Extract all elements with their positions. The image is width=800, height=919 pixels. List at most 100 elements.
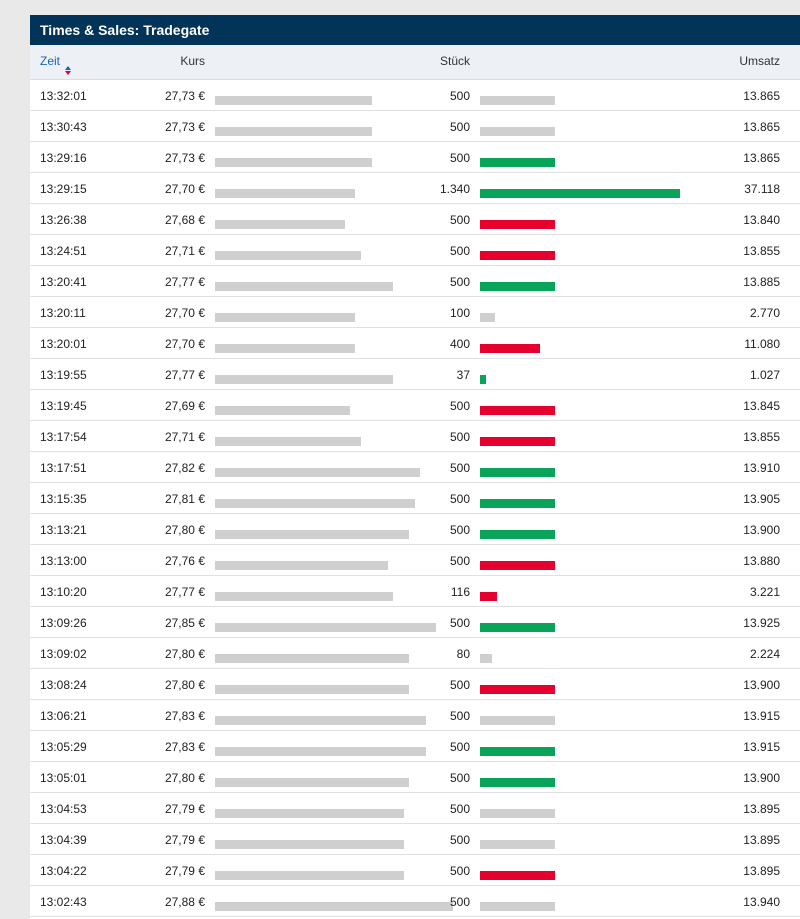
volume-bar (480, 189, 680, 198)
volume-bar (480, 313, 495, 322)
trade-price: 27,77 € (164, 368, 205, 382)
table-row: 13:13:21 27,80 € 500 13.900 (30, 514, 800, 545)
table-row: 13:17:54 27,71 € 500 13.855 (30, 421, 800, 452)
trade-turnover: 13.845 (743, 399, 780, 413)
table-row: 13:15:35 27,81 € 500 13.905 (30, 483, 800, 514)
panel-title: Times & Sales: Tradegate (30, 15, 800, 45)
table-row: 13:13:00 27,76 € 500 13.880 (30, 545, 800, 576)
trade-volume: 500 (449, 554, 470, 568)
price-bar (215, 468, 420, 477)
volume-bar (480, 406, 555, 415)
trade-turnover: 13.885 (743, 275, 780, 289)
volume-bar (480, 282, 555, 291)
trade-volume: 500 (449, 151, 470, 165)
volume-bar (480, 592, 497, 601)
volume-bar (480, 902, 555, 911)
trade-volume: 500 (449, 771, 470, 785)
trade-volume: 37 (456, 368, 470, 382)
table-row: 13:32:01 27,73 € 500 13.865 (30, 80, 800, 111)
trade-turnover: 13.840 (743, 213, 780, 227)
price-bar (215, 220, 345, 229)
price-bar (215, 127, 372, 136)
trade-turnover: 13.905 (743, 492, 780, 506)
price-bar (215, 530, 409, 539)
trade-turnover: 3.221 (749, 585, 780, 599)
column-header-zeit[interactable]: Zeit (40, 54, 72, 76)
table-row: 13:04:39 27,79 € 500 13.895 (30, 824, 800, 855)
trade-turnover: 1.027 (749, 368, 780, 382)
volume-bar (480, 499, 555, 508)
table-row: 13:19:55 27,77 € 37 1.027 (30, 359, 800, 390)
trade-time: 13:26:38 (40, 213, 87, 227)
volume-bar (480, 437, 555, 446)
trade-price: 27,80 € (164, 771, 205, 785)
trade-price: 27,85 € (164, 616, 205, 630)
volume-bar (480, 623, 555, 632)
table-row: 13:20:11 27,70 € 100 2.770 (30, 297, 800, 328)
volume-bar (480, 220, 555, 229)
volume-bar (480, 716, 555, 725)
trade-volume: 500 (449, 616, 470, 630)
trade-time: 13:29:16 (40, 151, 87, 165)
trade-price: 27,77 € (164, 585, 205, 599)
price-bar (215, 840, 404, 849)
trade-turnover: 13.855 (743, 430, 780, 444)
table-row: 13:26:38 27,68 € 500 13.840 (30, 204, 800, 235)
price-bar (215, 592, 393, 601)
trade-price: 27,73 € (164, 89, 205, 103)
trade-time: 13:08:24 (40, 678, 87, 692)
volume-bar (480, 840, 555, 849)
price-bar (215, 313, 355, 322)
trade-price: 27,71 € (164, 430, 205, 444)
trade-price: 27,69 € (164, 399, 205, 413)
volume-bar (480, 468, 555, 477)
trade-time: 13:17:51 (40, 461, 87, 475)
table-row: 13:29:16 27,73 € 500 13.865 (30, 142, 800, 173)
price-bar (215, 189, 355, 198)
trade-volume: 500 (449, 461, 470, 475)
trade-time: 13:09:26 (40, 616, 87, 630)
price-bar (215, 809, 404, 818)
table-row: 13:30:43 27,73 € 500 13.865 (30, 111, 800, 142)
table-row: 13:29:15 27,70 € 1.340 37.118 (30, 173, 800, 204)
trade-turnover: 13.855 (743, 244, 780, 258)
price-bar (215, 561, 388, 570)
trade-volume: 500 (449, 89, 470, 103)
trade-time: 13:30:43 (40, 120, 87, 134)
trade-time: 13:20:41 (40, 275, 87, 289)
price-bar (215, 499, 415, 508)
trade-volume: 500 (449, 244, 470, 258)
trade-time: 13:24:51 (40, 244, 87, 258)
price-bar (215, 654, 409, 663)
trade-volume: 500 (449, 399, 470, 413)
column-header-kurs: Kurs (180, 54, 205, 68)
trade-time: 13:13:00 (40, 554, 87, 568)
trade-price: 27,80 € (164, 647, 205, 661)
trade-volume: 500 (449, 895, 470, 909)
trade-volume: 500 (449, 709, 470, 723)
trade-time: 13:19:45 (40, 399, 87, 413)
trade-price: 27,83 € (164, 740, 205, 754)
trade-volume: 1.340 (439, 182, 470, 196)
trade-volume: 500 (449, 492, 470, 506)
volume-bar (480, 561, 555, 570)
times-and-sales-panel: Times & Sales: Tradegate Zeit Kurs Stück… (30, 15, 800, 919)
table-row: 13:17:51 27,82 € 500 13.910 (30, 452, 800, 483)
trade-turnover: 13.880 (743, 554, 780, 568)
trade-list: 13:32:01 27,73 € 500 13.865 13:30:43 27,73 € 5… (30, 80, 800, 917)
trade-turnover: 13.925 (743, 616, 780, 630)
volume-bar (480, 778, 555, 787)
trade-volume: 400 (449, 337, 470, 351)
trade-turnover: 13.865 (743, 151, 780, 165)
trade-volume: 100 (449, 306, 470, 320)
trade-price: 27,80 € (164, 678, 205, 692)
price-bar (215, 716, 426, 725)
sort-icon[interactable] (65, 66, 72, 76)
volume-bar (480, 685, 555, 694)
price-bar (215, 158, 372, 167)
trade-volume: 500 (449, 523, 470, 537)
table-row: 13:04:22 27,79 € 500 13.895 (30, 855, 800, 886)
trade-time: 13:15:35 (40, 492, 87, 506)
trade-turnover: 13.895 (743, 864, 780, 878)
trade-time: 13:17:54 (40, 430, 87, 444)
